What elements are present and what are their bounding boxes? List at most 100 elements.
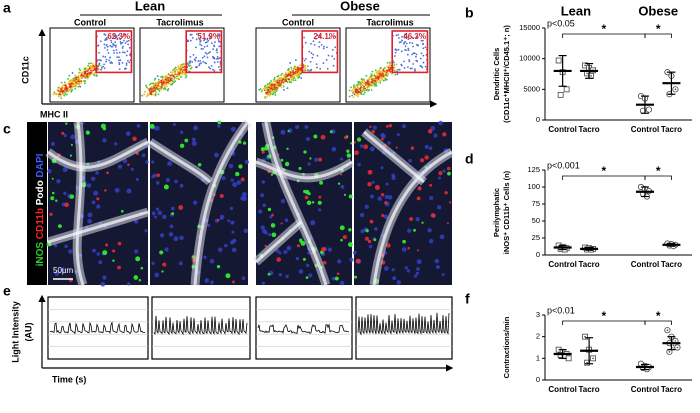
inos <box>225 273 231 279</box>
inos <box>171 212 175 216</box>
dapi <box>280 129 286 135</box>
dapi <box>267 233 272 237</box>
inos <box>354 275 358 279</box>
dapi <box>102 138 107 143</box>
dapi <box>130 167 134 171</box>
cd11b <box>49 212 53 216</box>
flow-dot <box>169 77 172 80</box>
dapi <box>214 152 219 158</box>
flow-dot <box>121 61 124 64</box>
flow-dot <box>365 88 368 91</box>
dapi <box>178 261 183 266</box>
inos <box>58 224 62 228</box>
flow-dot <box>276 75 279 78</box>
flow-dot <box>295 67 298 70</box>
flow-dot <box>164 86 167 89</box>
y-tick-label: 5000 <box>523 84 540 93</box>
flow-dot <box>323 45 325 48</box>
dapi <box>173 236 179 242</box>
inos <box>51 191 55 195</box>
dapi <box>437 176 441 180</box>
y-tick-label: 75 <box>532 199 540 208</box>
inos <box>348 228 352 232</box>
inos <box>243 141 247 145</box>
dapi <box>337 259 342 264</box>
flow-dot <box>348 95 351 98</box>
dapi <box>416 259 422 265</box>
flow-dot <box>274 94 277 96</box>
y-tick-label: 0 <box>536 250 540 259</box>
flow-dot <box>173 72 176 75</box>
dapi <box>442 169 446 173</box>
dapi <box>408 158 413 163</box>
flow-dot <box>59 95 62 97</box>
flow-dot <box>383 67 386 69</box>
axis-label: MHC II <box>40 109 68 119</box>
axis-label: CD11c <box>20 56 30 84</box>
flow-dot <box>280 74 282 77</box>
flow-dot <box>184 76 187 79</box>
point-dot <box>674 88 677 91</box>
flow-dot <box>119 41 122 43</box>
flow-dot <box>318 41 321 44</box>
panel-label: f <box>465 291 470 307</box>
cd11b <box>296 244 300 248</box>
flow-dot <box>357 95 360 98</box>
flow-dot <box>290 81 293 84</box>
group-header: Obese <box>638 3 678 18</box>
flow-dot <box>362 89 365 92</box>
flow-dot <box>210 64 213 67</box>
flow-dot <box>350 86 352 89</box>
group-header: Lean <box>135 0 165 13</box>
flow-dot <box>306 69 309 71</box>
scale-label: 50µm <box>53 266 74 275</box>
flow-dot <box>273 91 276 94</box>
dapi <box>236 180 242 185</box>
flow-dot <box>307 65 309 68</box>
flow-dot <box>174 66 177 69</box>
dapi <box>193 125 198 131</box>
y-tick-label: 3 <box>536 310 540 319</box>
flow-dot <box>396 73 399 76</box>
flow-dot <box>118 68 121 71</box>
dapi <box>154 215 158 219</box>
dapi <box>168 232 174 237</box>
flow-dot <box>411 36 414 39</box>
cd11b <box>424 155 429 160</box>
flow-dot <box>403 34 406 37</box>
dapi <box>242 196 247 202</box>
flow-dot <box>411 42 414 45</box>
flow-dot <box>372 81 375 84</box>
trace-frame <box>255 296 353 360</box>
flow-dot <box>357 81 360 83</box>
flow-dot <box>52 93 55 96</box>
dapi <box>380 166 384 170</box>
dapi <box>298 269 304 274</box>
dapi <box>377 196 383 201</box>
cd11b <box>407 246 410 250</box>
dapi <box>159 233 165 238</box>
flow-dot <box>285 80 288 83</box>
dapi <box>295 256 299 261</box>
cd11b <box>384 201 388 205</box>
inos <box>348 194 353 199</box>
dapi <box>401 124 406 129</box>
flow-dot <box>88 72 90 75</box>
dapi <box>392 276 397 281</box>
flow-dot <box>259 88 262 90</box>
flow-dot <box>198 38 201 41</box>
trace <box>49 321 146 335</box>
cd11b <box>380 137 384 141</box>
dapi <box>359 144 364 148</box>
flow-dot <box>403 41 406 44</box>
flow-dot <box>116 38 119 41</box>
dapi <box>47 168 52 174</box>
vessel-core <box>75 121 85 286</box>
inos <box>217 120 222 125</box>
flow-dot <box>103 67 106 70</box>
cd11b <box>318 157 323 162</box>
flow-dot <box>356 86 359 89</box>
flow-dot <box>92 64 95 67</box>
flow-dot <box>75 76 78 79</box>
dapi <box>283 249 288 254</box>
